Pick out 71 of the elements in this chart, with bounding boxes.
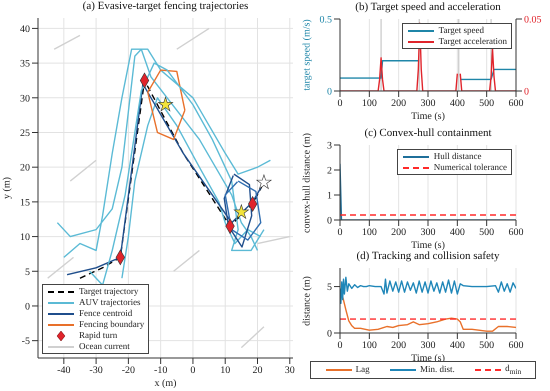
chart-title: (d) Tracking and collision safety (356, 250, 500, 262)
legend-label: Target trajectory (79, 286, 138, 297)
y2-tick-label: 0.05 (524, 14, 542, 26)
y2-tick-label: 0 (524, 86, 529, 98)
x-tick-label: 600 (508, 98, 524, 110)
x-tick-label: 500 (479, 340, 494, 352)
x-tick-label: 0 (190, 365, 196, 376)
x-tick-label: -20 (122, 365, 136, 376)
x-tick-label: 600 (508, 227, 524, 238)
y-axis-title: distance (m) (302, 276, 312, 326)
legend-label: Ocean current (79, 341, 130, 352)
x-tick-label: 0 (338, 98, 342, 110)
y-tick-label: 0 (327, 216, 332, 227)
x-tick-label: 300 (420, 227, 436, 238)
x-tick-label: 200 (391, 98, 406, 110)
y-tick-label: 0 (327, 328, 332, 340)
x-axis-title: x (m) (154, 378, 176, 389)
y-tick-label: 0 (327, 86, 332, 98)
y-tick-label: 5 (327, 282, 332, 294)
y-tick-label: 0 (25, 302, 30, 313)
y-tick-label: 25 (20, 128, 30, 140)
legend-label: d$_{min}$ (505, 363, 522, 377)
x-tick-label: -30 (89, 365, 103, 376)
legend-label: Rapid turn (79, 330, 118, 341)
x-tick-label: 30 (284, 365, 295, 376)
y-axis-title: y (m) (2, 177, 12, 199)
y-tick-label: 40 (20, 24, 30, 35)
x-tick-label: 100 (362, 340, 377, 352)
legend-label: Min. dist. (420, 364, 455, 376)
legend-label: AUV trajectories (79, 297, 141, 308)
x-tick-label: 400 (450, 98, 465, 110)
x-tick-label: 200 (391, 340, 406, 352)
y-tick-label: 15 (20, 197, 30, 208)
y-tick-label: 1 (327, 190, 332, 202)
legend-label: Fence centroid (79, 308, 132, 319)
chart-title: (a) Evasive-target fencing trajectories (82, 0, 250, 12)
x-axis-title: Time (s) (411, 111, 445, 122)
x-tick-label: 10 (220, 365, 230, 376)
x-axis-title: Time (s) (411, 240, 445, 251)
x-tick-label: 100 (362, 98, 377, 110)
y-axis-title: target speed (m/s) (302, 19, 312, 91)
x-tick-label: 300 (420, 98, 436, 110)
y-tick-label: 2 (327, 166, 332, 177)
x-tick-label: -10 (154, 365, 168, 376)
x-tick-label: -40 (57, 365, 70, 376)
chart-title: (c) Convex-hull containment (363, 127, 493, 139)
y-tick-label: 35 (20, 58, 30, 70)
legend-label: Target speed (438, 25, 484, 36)
legend-label: Fencing boundary (79, 319, 144, 330)
x-tick-label: 300 (420, 340, 436, 352)
x-tick-label: 0 (338, 227, 342, 238)
legend-label: Lag (356, 364, 370, 376)
y-tick-label: 20 (20, 162, 30, 174)
x-tick-label: 600 (508, 340, 524, 352)
y-tick-label: 5 (25, 266, 30, 278)
legend-label: Hull distance (434, 151, 482, 162)
x-tick-label: 400 (450, 227, 465, 238)
legend-label: Target acceleration (438, 36, 507, 47)
x-tick-label: 200 (391, 227, 406, 238)
x-tick-label: 400 (450, 340, 465, 352)
y-tick-label: 0.5 (320, 14, 332, 26)
chart-title: (b) Target speed and acceleration (354, 1, 502, 13)
x-tick-label: 100 (362, 227, 377, 238)
x-tick-label: 500 (479, 98, 494, 110)
y-tick-label: -5 (22, 336, 30, 348)
x-tick-label: 20 (252, 365, 262, 376)
y-tick-label: 3 (327, 140, 332, 152)
legend-label: Numerical tolerance (434, 162, 507, 173)
x-tick-label: 500 (479, 227, 494, 238)
y-axis-title: convex-hull distance (m) (302, 132, 312, 232)
x-tick-label: 0 (338, 340, 342, 352)
